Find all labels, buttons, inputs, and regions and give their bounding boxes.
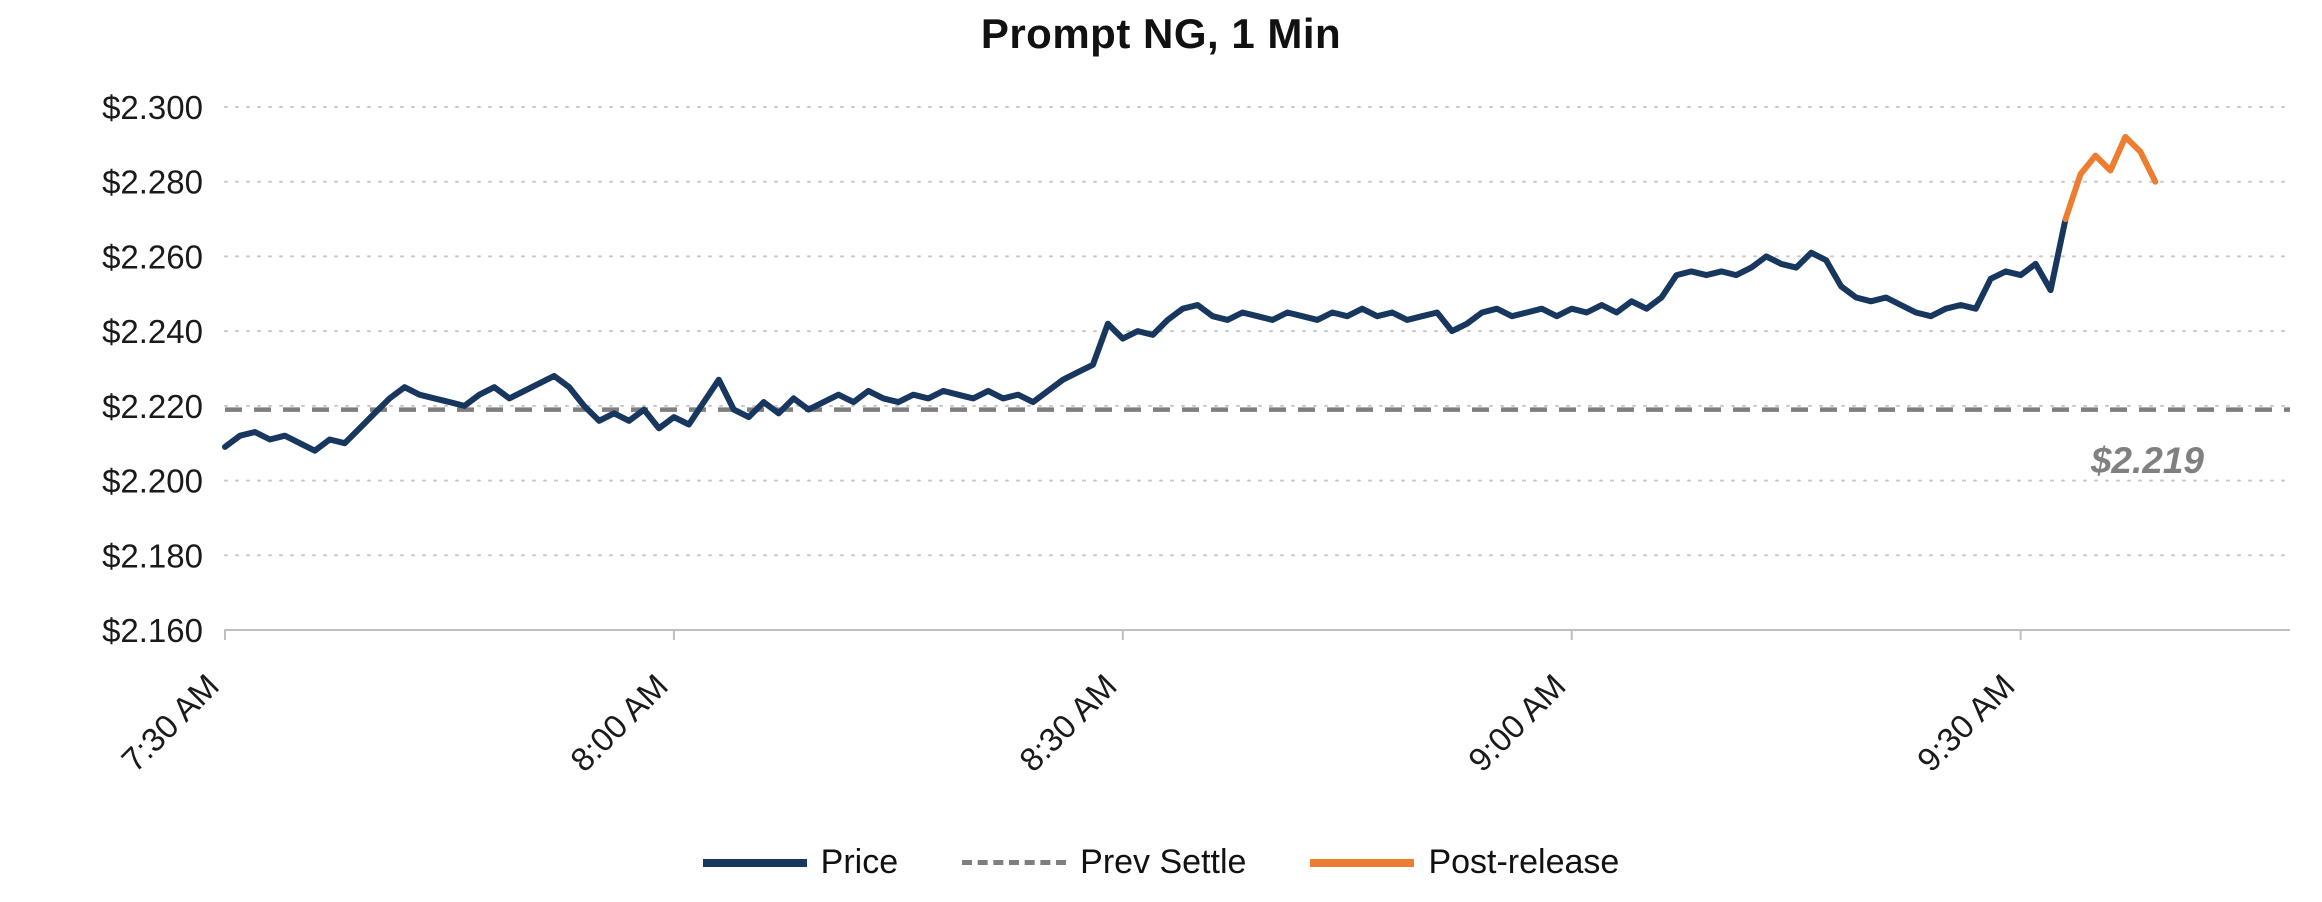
chart-legend: Price Prev Settle Post-release <box>0 843 2322 882</box>
y-axis-tick-label: $2.260 <box>102 238 203 275</box>
legend-label-prev-settle: Prev Settle <box>1080 843 1247 881</box>
x-axis-tick-label: 9:00 AM <box>1461 667 1573 779</box>
x-axis-tick-label: 8:00 AM <box>563 667 675 779</box>
y-axis-tick-label: $2.280 <box>102 164 203 201</box>
post-release-line-swatch-icon <box>1310 858 1415 867</box>
legend-label-price: Price <box>820 843 899 881</box>
prev-settle-line-swatch-icon <box>962 860 1067 865</box>
price-line-swatch-icon <box>702 858 807 867</box>
legend-item-post-release: Post-release <box>1310 843 1619 882</box>
y-axis-tick-label: $2.240 <box>102 313 203 350</box>
chart-title: Prompt NG, 1 Min <box>980 10 1342 57</box>
legend-label-post-release: Post-release <box>1428 843 1620 881</box>
x-axis-tick-label: 7:30 AM <box>114 667 226 779</box>
legend-item-price: Price <box>702 843 899 882</box>
series-line-price <box>222 216 2069 454</box>
y-axis-tick-label: $2.300 <box>102 89 203 126</box>
y-axis-tick-label: $2.220 <box>102 388 203 425</box>
prev-settle-annotation: $2.219 <box>2090 440 2204 481</box>
x-axis-tick-label: 9:30 AM <box>1910 667 2022 779</box>
legend-item-prev-settle: Prev Settle <box>962 843 1246 882</box>
y-axis-tick-label: $2.180 <box>102 537 203 574</box>
series-line-post-release <box>2062 133 2159 223</box>
y-axis-tick-label: $2.160 <box>102 612 203 649</box>
x-axis-tick-label: 8:30 AM <box>1012 667 1124 779</box>
y-axis-tick-label: $2.200 <box>102 463 203 500</box>
